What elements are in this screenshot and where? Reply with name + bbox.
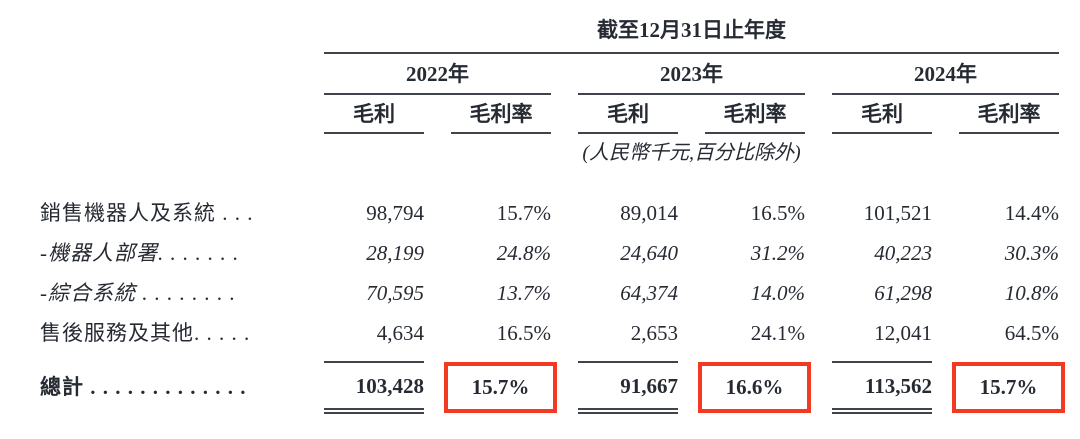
gross-profit-value: 2,653	[630, 321, 678, 346]
gross-margin-value: 30.3%	[1004, 241, 1059, 266]
spacer-row	[40, 167, 1059, 193]
year-2022-header: 2022年	[324, 54, 551, 96]
gross-margin-value: 16.5%	[750, 201, 805, 226]
total-gross-profit-2022: 103,428	[297, 353, 424, 414]
subheader-row: 毛利 毛利率 毛利 毛利率 毛利 毛利率	[40, 95, 1059, 135]
gross-margin-value: 14.0%	[750, 281, 805, 306]
unit-note: (人民幣千元,百分比除外)	[582, 142, 801, 165]
prospectus-table-page: 截至12月31日止年度 2022年 2023年 2024年 毛利 毛利率	[40, 12, 1065, 414]
gross-profit-value: 89,014	[620, 201, 678, 226]
gross-profit-value: 24,640	[620, 241, 678, 266]
gross-margin-header-2024: 毛利率	[959, 95, 1059, 135]
total-row: 總計 . . . . . . . . . . . . . 103,428 15.…	[40, 353, 1065, 414]
gross-margin-value: 24.1%	[750, 321, 805, 346]
table-row-robot-sales: 銷售機器人及系統 . . . 98,794 15.7% 89,014 16.5%…	[40, 193, 1059, 233]
year-2023-header: 2023年	[578, 54, 805, 96]
gross-margin-header-2022: 毛利率	[451, 95, 551, 135]
gross-profit-value: 28,199	[366, 241, 424, 266]
period-header: 截至12月31日止年度	[324, 12, 1059, 55]
gross-margin-value: 16.5%	[496, 321, 551, 346]
row-label: 售後服務及其他. . . . .	[40, 321, 251, 346]
total-gross-profit-2023: 91,667	[551, 353, 678, 414]
gross-profit-value: 70,595	[366, 281, 424, 306]
row-label: -機器人部署. . . . . . .	[40, 241, 240, 266]
highlight-box-2024: 15.7%	[952, 362, 1065, 413]
highlight-box-2023: 16.6%	[698, 362, 811, 413]
unit-note-row: (人民幣千元,百分比除外)	[40, 134, 1059, 167]
total-gross-profit-2024: 113,562	[805, 353, 932, 414]
gross-profit-value: 64,374	[620, 281, 678, 306]
year-2024-header: 2024年	[832, 54, 1059, 96]
gross-margin-value: 64.5%	[1004, 321, 1059, 346]
total-gross-margin-2024: 15.7%	[932, 353, 1065, 413]
total-row-label: 總計 . . . . . . . . . . . . .	[40, 375, 247, 400]
total-gross-margin-2023: 16.6%	[678, 353, 811, 413]
gross-profit-value: 98,794	[366, 201, 424, 226]
gross-profit-header-2024: 毛利	[832, 95, 932, 135]
table-row-aftersales-services: 售後服務及其他. . . . . 4,634 16.5% 2,653 24.1%…	[40, 313, 1059, 353]
gross-margin-value: 13.7%	[496, 281, 551, 306]
gross-profit-value: 4,634	[376, 321, 424, 346]
gross-profit-value: 12,041	[874, 321, 932, 346]
gross-profit-value: 101,521	[863, 201, 932, 226]
total-gross-margin-2022: 15.7%	[424, 353, 557, 413]
gross-margin-header-2023: 毛利率	[705, 95, 805, 135]
gross-margin-value: 10.8%	[1004, 281, 1059, 306]
table-title-row: 截至12月31日止年度	[40, 12, 1059, 55]
highlight-box-2022: 15.7%	[444, 362, 557, 413]
gross-margin-value: 31.2%	[750, 241, 805, 266]
table-row-robot-deployment: -機器人部署. . . . . . . 28,199 24.8% 24,640 …	[40, 233, 1059, 273]
gross-margin-value: 24.8%	[496, 241, 551, 266]
year-header-row: 2022年 2023年 2024年	[40, 54, 1059, 96]
gross-profit-value: 40,223	[874, 241, 932, 266]
table-row-integrated-systems: -綜合系統 . . . . . . . . 70,595 13.7% 64,37…	[40, 273, 1059, 313]
gross-profit-header-2022: 毛利	[324, 95, 424, 135]
gross-margin-value: 14.4%	[1004, 201, 1059, 226]
gross-profit-margin-table: 截至12月31日止年度 2022年 2023年 2024年 毛利 毛利率	[40, 12, 1065, 414]
row-label: -綜合系統 . . . . . . . .	[40, 281, 236, 306]
gross-profit-value: 61,298	[874, 281, 932, 306]
gross-profit-header-2023: 毛利	[578, 95, 678, 135]
gross-margin-value: 15.7%	[496, 201, 551, 226]
row-label: 銷售機器人及系統 . . .	[40, 201, 254, 226]
